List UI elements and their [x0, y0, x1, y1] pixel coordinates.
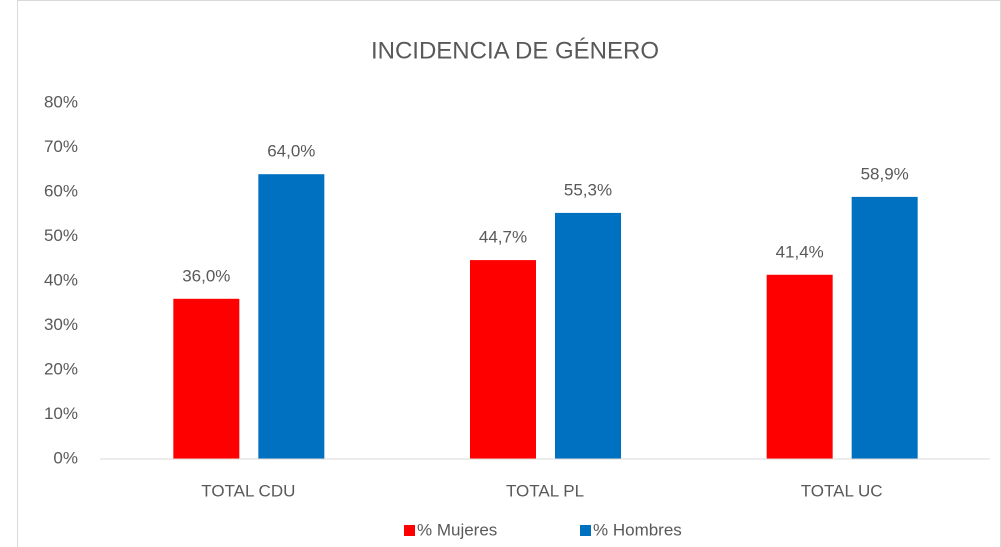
value-label: 41,4%: [776, 242, 824, 261]
legend-label: % Mujeres: [417, 520, 497, 539]
bar: [258, 174, 325, 459]
value-label: 55,3%: [564, 180, 612, 199]
bar: [851, 196, 918, 459]
legend-label: % Hombres: [593, 520, 682, 539]
value-label: 36,0%: [182, 266, 230, 285]
value-label: 58,9%: [861, 164, 909, 183]
value-label: 64,0%: [267, 142, 315, 161]
bar: [555, 212, 621, 459]
y-tick-label: 0%: [53, 448, 78, 467]
chart-title: INCIDENCIA DE GÉNERO: [371, 37, 659, 64]
bar: [173, 298, 240, 459]
bar: [470, 260, 536, 459]
value-label: 44,7%: [479, 228, 527, 247]
legend-swatch: [580, 525, 591, 536]
x-tick-label: TOTAL UC: [801, 481, 883, 500]
y-tick-label: 40%: [44, 270, 78, 289]
y-tick-label: 30%: [44, 315, 78, 334]
legend-swatch: [404, 525, 415, 536]
y-tick-label: 10%: [44, 404, 78, 423]
x-tick-label: TOTAL CDU: [201, 481, 295, 500]
y-tick-label: 60%: [44, 181, 78, 200]
y-tick-label: 20%: [44, 359, 78, 378]
y-tick-label: 50%: [44, 226, 78, 245]
y-tick-label: 80%: [44, 92, 78, 111]
x-tick-label: TOTAL PL: [506, 481, 584, 500]
bar: [766, 274, 833, 459]
y-tick-label: 70%: [44, 137, 78, 156]
